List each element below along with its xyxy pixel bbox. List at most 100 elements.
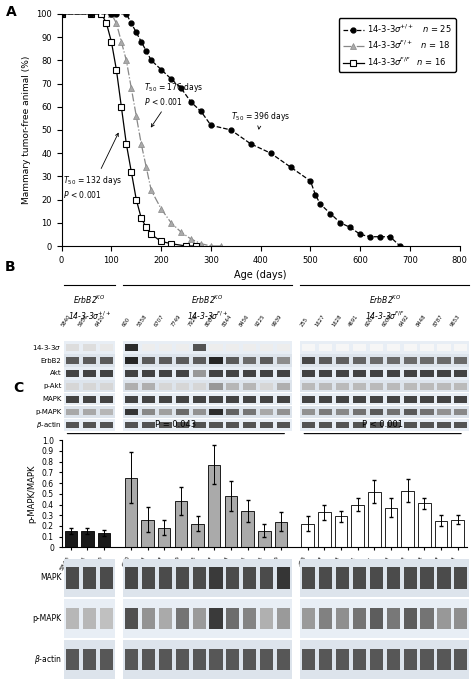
Text: ErbB2: ErbB2 [41, 358, 62, 364]
Bar [192, 344, 206, 351]
Bar [243, 383, 256, 389]
Bar [277, 383, 290, 389]
Bar [370, 396, 383, 403]
Text: 9225: 9225 [255, 313, 266, 327]
Text: 6001: 6001 [365, 313, 376, 327]
Bar [159, 370, 172, 377]
Bar [66, 396, 79, 403]
Bar [403, 409, 417, 415]
Bar [125, 568, 138, 588]
Bar [64, 380, 115, 392]
Bar [302, 344, 316, 351]
Text: 8344: 8344 [221, 313, 233, 327]
Bar [301, 354, 469, 367]
Bar [302, 649, 316, 669]
Bar [319, 370, 332, 377]
Text: 4691: 4691 [348, 313, 360, 327]
Bar [387, 396, 400, 403]
Bar [302, 357, 316, 364]
Text: MAPK: MAPK [40, 574, 62, 582]
Bar [302, 421, 316, 428]
Bar [302, 608, 316, 629]
Bar [370, 357, 383, 364]
Bar [301, 599, 469, 638]
Bar [403, 608, 417, 629]
Bar [125, 649, 138, 669]
Bar [210, 357, 223, 364]
Bar [83, 383, 96, 389]
Bar [260, 383, 273, 389]
Bar [192, 608, 206, 629]
Bar [64, 531, 77, 547]
Bar [192, 421, 206, 428]
Bar [125, 370, 138, 377]
Bar [64, 406, 115, 418]
Bar [98, 533, 110, 547]
Bar [243, 409, 256, 415]
Bar [318, 512, 330, 547]
Bar [370, 649, 383, 669]
Bar [403, 396, 417, 403]
Text: B: B [5, 260, 15, 274]
Bar [387, 649, 400, 669]
Bar [336, 649, 349, 669]
Bar [302, 370, 316, 377]
Bar [125, 421, 138, 428]
Bar [159, 608, 172, 629]
Bar [387, 344, 400, 351]
Bar [142, 383, 155, 389]
Bar [336, 383, 349, 389]
Bar [420, 608, 434, 629]
Text: 1628: 1628 [331, 313, 343, 327]
Bar [176, 568, 189, 588]
Bar [226, 421, 239, 428]
Bar [403, 344, 417, 351]
Bar [420, 568, 434, 588]
Bar [387, 357, 400, 364]
Bar [125, 608, 138, 629]
Bar [454, 357, 467, 364]
Bar [123, 367, 292, 380]
Bar [66, 409, 79, 415]
Bar [260, 421, 273, 428]
Bar [100, 608, 113, 629]
Bar [454, 421, 467, 428]
Bar [123, 342, 292, 354]
Bar [301, 342, 469, 354]
Bar [260, 396, 273, 403]
Bar [66, 608, 79, 629]
Bar [125, 477, 137, 547]
Bar [192, 409, 206, 415]
Bar [353, 357, 366, 364]
Bar [353, 608, 366, 629]
Bar [454, 383, 467, 389]
Text: 14-3-3$\sigma$$^{F/F}$: 14-3-3$\sigma$$^{F/F}$ [365, 309, 405, 322]
Bar [123, 559, 292, 597]
Text: 5840: 5840 [61, 313, 73, 327]
Bar [277, 396, 290, 403]
Bar [336, 409, 349, 415]
Bar [420, 421, 434, 428]
Bar [125, 396, 138, 403]
Bar [438, 370, 450, 377]
Bar [387, 608, 400, 629]
Bar [370, 370, 383, 377]
Bar [100, 568, 113, 588]
Bar [100, 649, 113, 669]
Bar [370, 421, 383, 428]
Bar [353, 568, 366, 588]
Text: 8448: 8448 [415, 313, 427, 327]
Bar [142, 396, 155, 403]
Bar [192, 649, 206, 669]
Text: $T_{50}$ = 132 days
$P$ < 0.001: $T_{50}$ = 132 days $P$ < 0.001 [63, 133, 122, 200]
Text: 255: 255 [299, 316, 309, 327]
Text: 9653: 9653 [449, 313, 461, 327]
Bar [353, 396, 366, 403]
Bar [387, 370, 400, 377]
Bar [192, 357, 206, 364]
Bar [225, 496, 237, 547]
Bar [83, 568, 96, 588]
Bar [210, 396, 223, 403]
Bar [210, 344, 223, 351]
Bar [176, 409, 189, 415]
